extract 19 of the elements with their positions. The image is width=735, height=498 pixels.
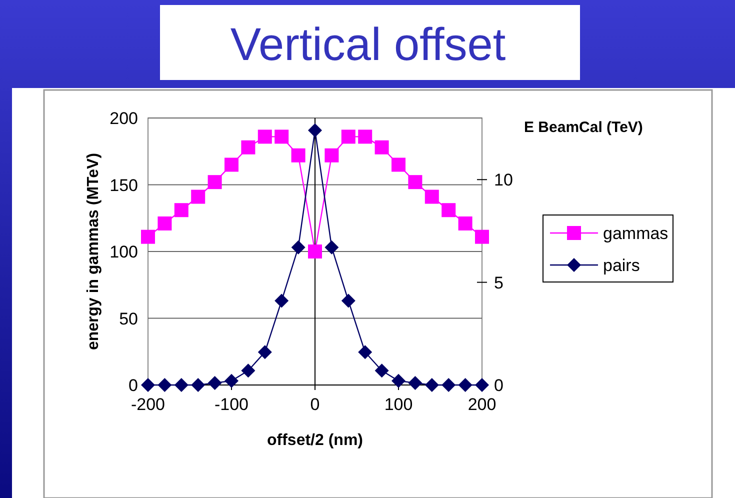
y-tick-label: 100 xyxy=(110,242,138,262)
legend-label: pairs xyxy=(603,256,640,275)
chart-title: Vertical offset xyxy=(230,18,506,70)
y-axis-title: energy in gammas (MTeV) xyxy=(85,152,102,350)
y-tick-label: 50 xyxy=(119,309,138,328)
x-axis-title: offset/2 (nm) xyxy=(267,432,363,449)
y-tick-label: 0 xyxy=(128,376,138,395)
y2-tick-label: 0 xyxy=(494,376,504,395)
y2-tick-label: 10 xyxy=(494,170,513,190)
x-tick-label: -200 xyxy=(130,395,166,414)
y2-tick-label: 5 xyxy=(494,273,504,292)
y2-axis-title: E BeamCal (TeV) xyxy=(524,119,643,136)
x-tick-label: -100 xyxy=(214,395,249,414)
x-tick-label: 200 xyxy=(468,395,496,414)
legend-label: gammas xyxy=(603,224,668,243)
y-tick-label: 150 xyxy=(110,176,138,195)
x-tick-label: 0 xyxy=(310,395,320,414)
x-tick-label: 100 xyxy=(384,395,413,414)
y-tick-label: 200 xyxy=(110,109,138,128)
